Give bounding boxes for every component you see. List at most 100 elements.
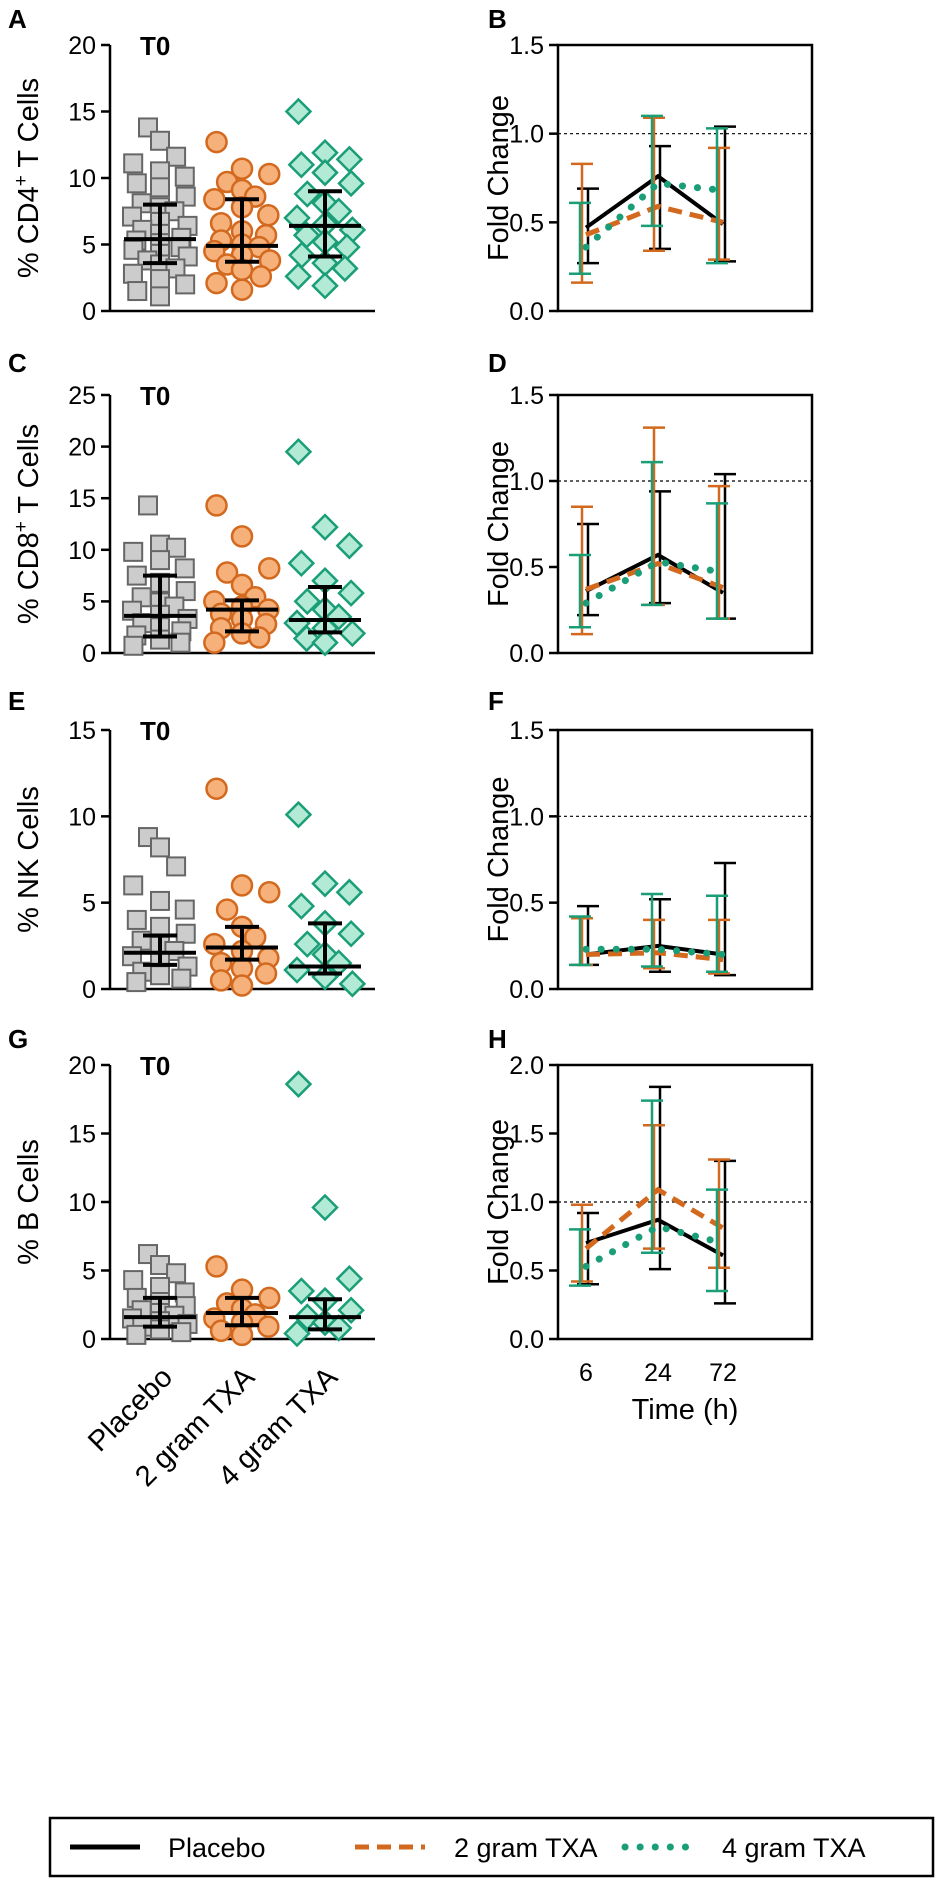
- data-point: [257, 203, 280, 227]
- y-tick-label: 20: [68, 32, 96, 60]
- data-point: [123, 541, 144, 562]
- panel-f: F 0.0 0.5 1.0 1.5 Fold Change: [483, 686, 814, 1004]
- data-point: [287, 892, 316, 920]
- group-2-gram-txa: [203, 777, 281, 997]
- panel-letter: H: [488, 1024, 507, 1054]
- data-point: [293, 930, 322, 958]
- y-tick-label: 20: [68, 434, 96, 462]
- data-point: [337, 169, 365, 198]
- y-tick-label: 20: [68, 1052, 96, 1080]
- series-2-gram-txa: [571, 1124, 730, 1283]
- data-point: [150, 890, 170, 911]
- legend-label: 4 gram TXA: [722, 1833, 866, 1863]
- y-tick-label: 15: [68, 1121, 96, 1149]
- panel-h: H 0.0 0.5 1.0 1.5 2.0 Fold Change 6 24 72 Time (h): [483, 1024, 814, 1426]
- data-point: [335, 878, 364, 907]
- data-point: [324, 197, 353, 226]
- data-point: [205, 130, 228, 154]
- panel-letter: A: [8, 4, 27, 34]
- y-axis-title-prefix: % CD4: [13, 186, 45, 278]
- group-placebo: [122, 1244, 198, 1345]
- panel-b: B 0.0 0.5 1.0 1.5 Fold Change: [483, 4, 814, 326]
- data-point: [150, 177, 170, 198]
- data-point: [175, 186, 196, 207]
- data-point: [205, 271, 228, 295]
- data-point: [230, 1323, 254, 1347]
- panel-letter: D: [488, 348, 507, 378]
- series-line: [582, 179, 727, 251]
- data-point: [175, 274, 196, 295]
- data-point: [287, 1277, 316, 1305]
- data-point: [331, 254, 359, 283]
- group-2-gram-txa: [203, 494, 281, 654]
- data-point: [126, 909, 147, 930]
- data-point: [338, 619, 367, 648]
- data-point: [174, 166, 195, 187]
- group-4-gram-txa: [283, 800, 367, 998]
- data-point: [284, 437, 313, 466]
- data-point: [311, 869, 339, 898]
- data-point: [123, 875, 144, 896]
- series-line: [582, 945, 727, 958]
- group-4-gram-txa: [283, 97, 367, 300]
- data-point: [230, 974, 254, 997]
- y-tick-label: 10: [68, 803, 96, 831]
- data-point: [203, 188, 226, 211]
- data-point: [126, 1324, 147, 1345]
- data-point: [205, 1255, 228, 1278]
- y-tick-label: 0.0: [509, 976, 544, 1004]
- panel-letter: G: [8, 1024, 28, 1054]
- data-point: [257, 881, 281, 904]
- y-tick-label: 5: [82, 890, 96, 918]
- data-point: [150, 965, 170, 986]
- group-placebo: [122, 495, 198, 656]
- y-tick-label: 1.0: [509, 121, 544, 149]
- y-axis-title: Fold Change: [483, 441, 515, 607]
- panel-letter: E: [8, 686, 25, 716]
- data-point: [150, 550, 170, 571]
- data-point: [205, 494, 228, 517]
- data-point: [311, 158, 339, 187]
- data-point: [287, 150, 316, 179]
- y-tick-label: 0: [82, 976, 96, 1004]
- y-tick-label: 0: [82, 640, 96, 668]
- data-point: [337, 579, 365, 607]
- x-tick-label: 72: [709, 1359, 737, 1387]
- data-point: [283, 956, 311, 984]
- series-line: [584, 173, 725, 230]
- data-point: [166, 537, 187, 558]
- data-point: [171, 968, 192, 989]
- timepoint-label: T0: [140, 1051, 170, 1081]
- y-tick-label: 1.5: [509, 32, 544, 60]
- data-point: [284, 262, 312, 291]
- data-point: [175, 581, 196, 602]
- group-4-gram-txa: [283, 437, 367, 657]
- y-tick-label: 1.5: [509, 382, 544, 410]
- data-point: [311, 271, 339, 300]
- y-tick-label: 0.5: [509, 209, 544, 237]
- series-4-gram-txa: [569, 114, 728, 276]
- x-tick-label: 24: [644, 1359, 672, 1387]
- data-point: [166, 1263, 187, 1284]
- data-point: [335, 145, 364, 174]
- data-point: [138, 495, 158, 516]
- series-line: [582, 558, 727, 607]
- group-2-gram-txa: [203, 1255, 281, 1347]
- y-tick-label: 5: [82, 232, 96, 260]
- legend-label: Placebo: [168, 1833, 266, 1863]
- y-tick-label: 1.0: [509, 803, 544, 831]
- x-axis-title: Time (h): [632, 1394, 739, 1426]
- data-point: [122, 263, 143, 284]
- panel-e: E 0 5 10 15 % NK Cells T0: [8, 686, 375, 1004]
- series-4-gram-txa: [569, 1099, 728, 1293]
- y-axis-title: % NK Cells: [13, 786, 45, 933]
- y-tick-label: 15: [68, 99, 96, 127]
- y-axis-title: % B Cells: [13, 1139, 45, 1265]
- plot-frame: [556, 728, 814, 991]
- data-point: [257, 1315, 280, 1338]
- data-point: [150, 269, 170, 290]
- series-4-gram-txa: [569, 892, 728, 973]
- series-2-gram-txa: [571, 116, 730, 284]
- data-point: [166, 856, 187, 877]
